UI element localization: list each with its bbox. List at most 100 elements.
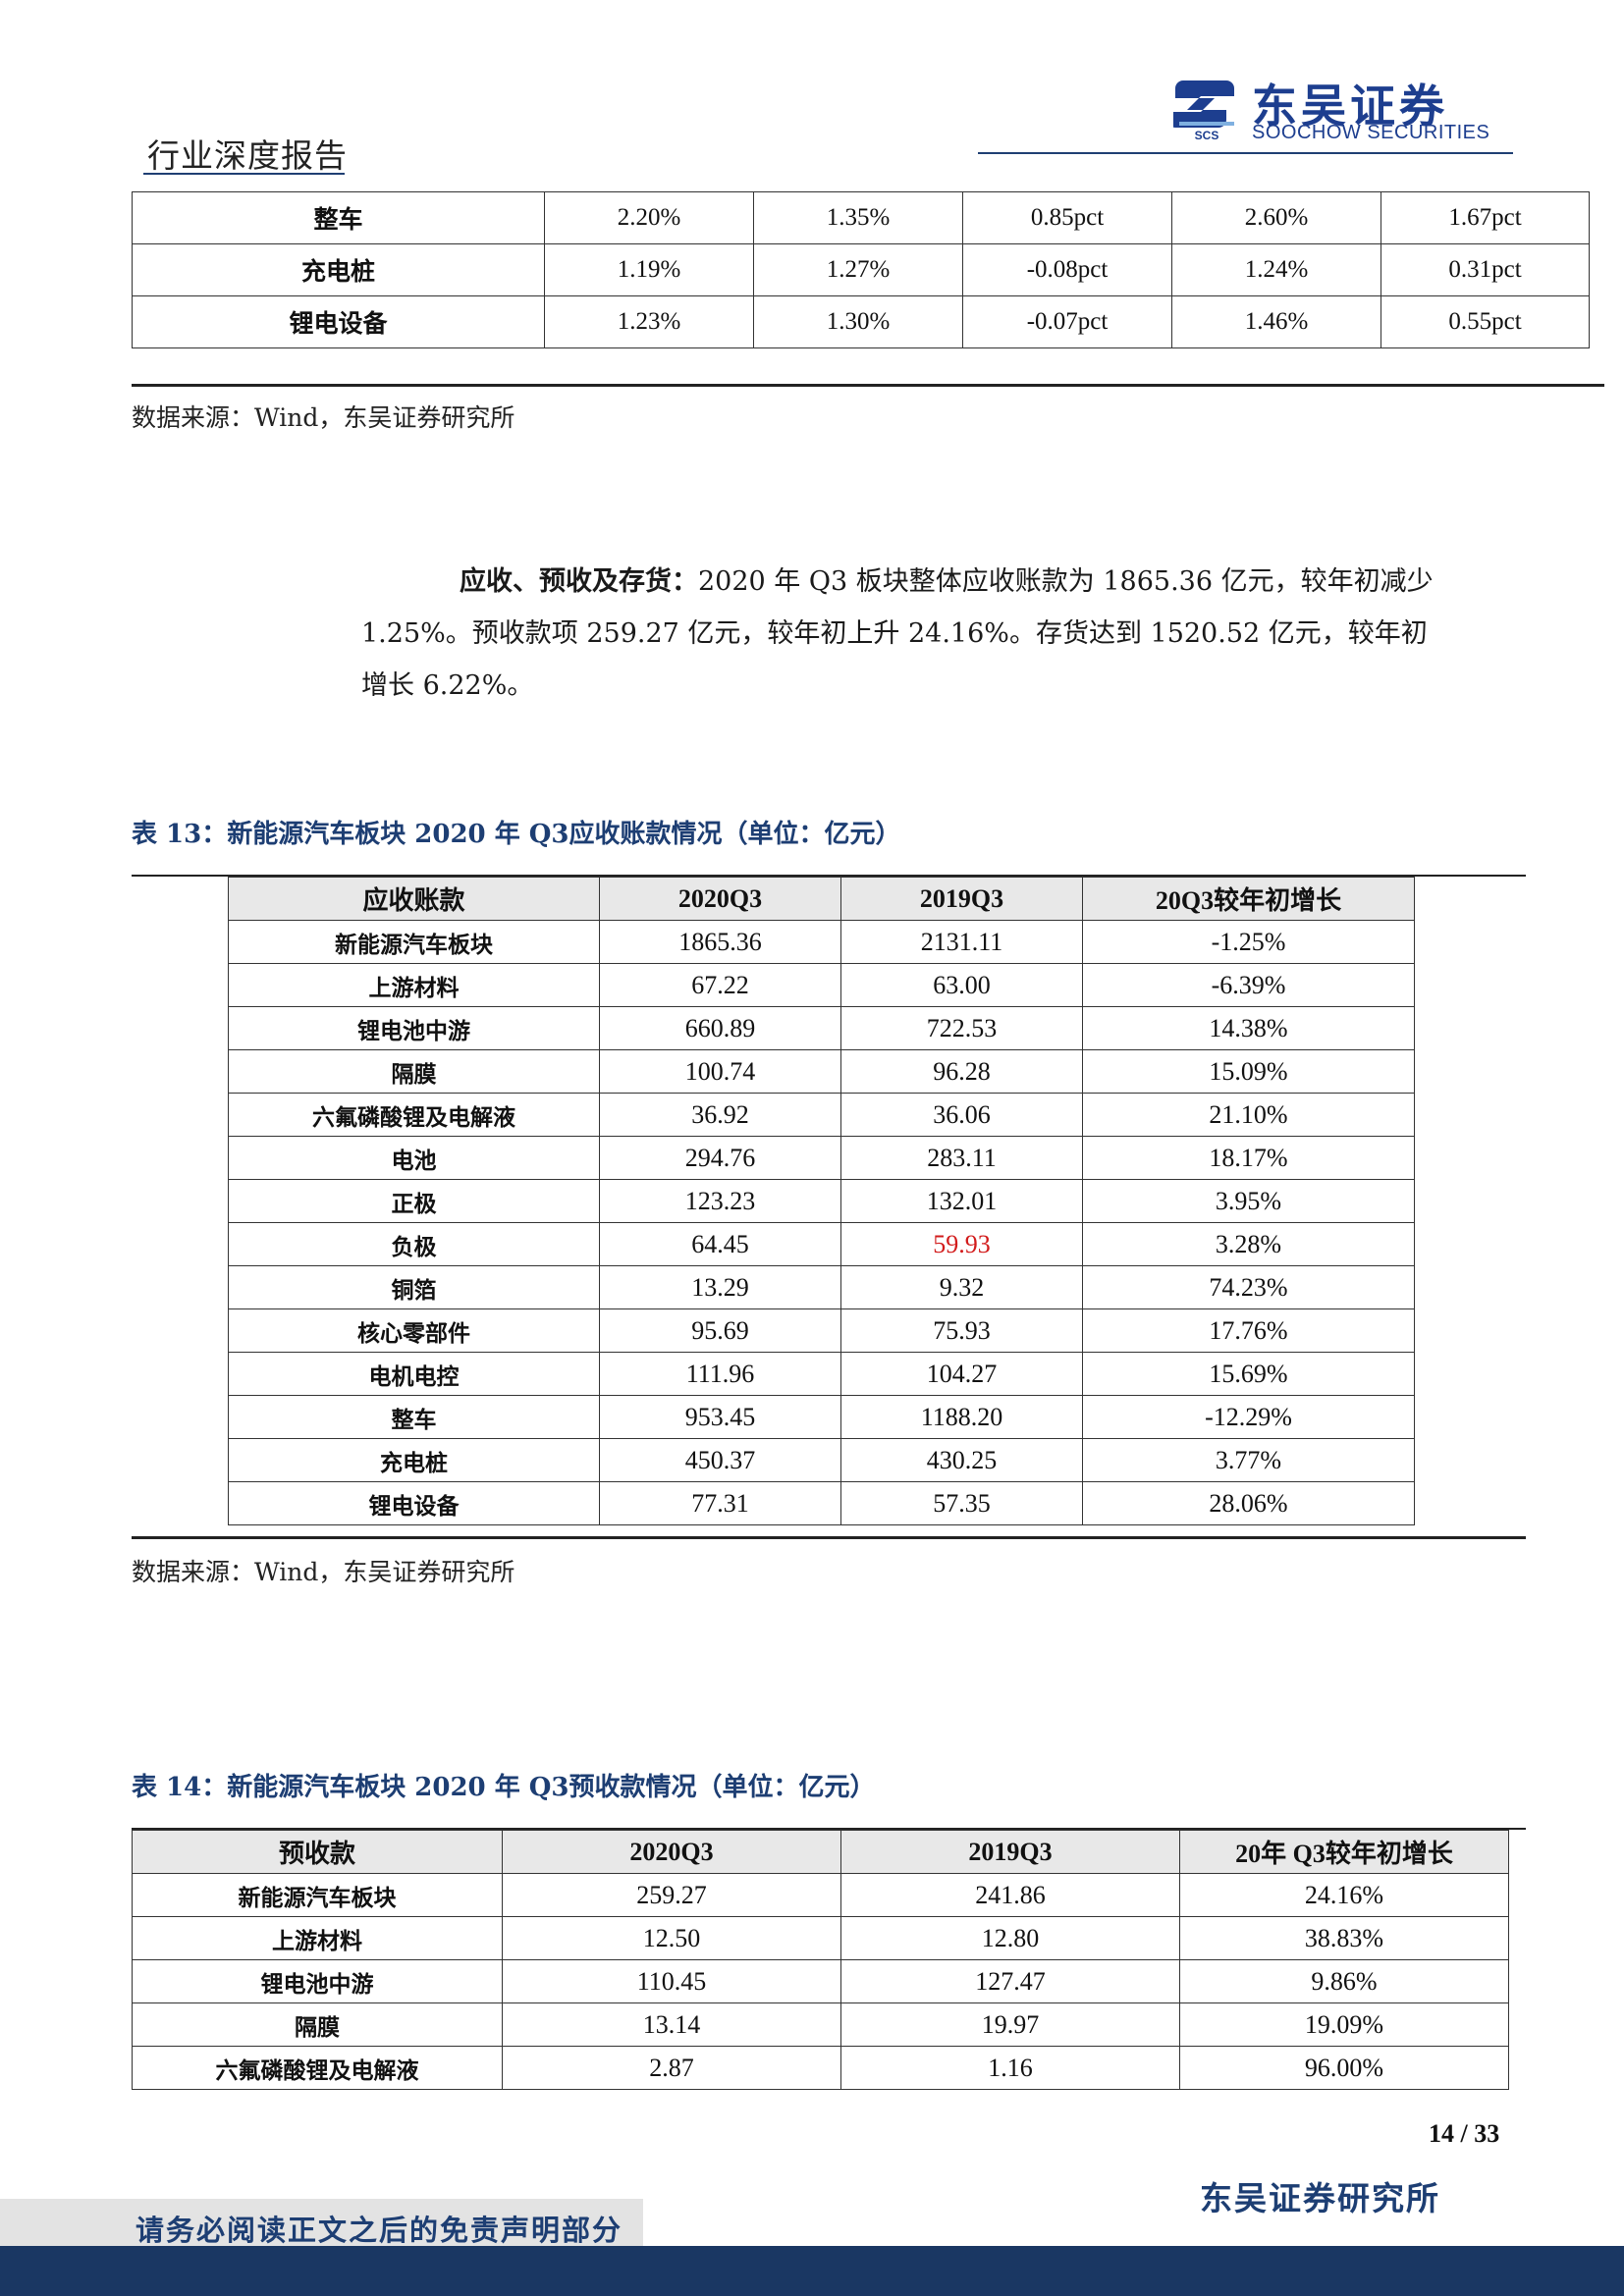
table-row: 充电桩 450.37 430.25 3.77%	[228, 1438, 1415, 1482]
row-label-cell: 充电桩	[132, 243, 545, 296]
row-label-cell: 锂电设备	[228, 1481, 600, 1525]
value-cell: 1.27%	[753, 243, 963, 296]
paragraph-line-3: 增长 6.22%。	[361, 670, 534, 701]
table-row: 充电桩 1.19% 1.27% -0.08pct 1.24% 0.31pct	[132, 243, 1590, 296]
table-row: 正极 123.23 132.01 3.95%	[228, 1179, 1415, 1223]
value-cell: 18.17%	[1082, 1136, 1415, 1180]
value-cell: 57.35	[840, 1481, 1083, 1525]
report-type: 行业深度报告	[147, 136, 348, 175]
value-cell: 2131.11	[840, 920, 1083, 964]
value-cell: -1.25%	[1082, 920, 1415, 964]
value-cell: 96.28	[840, 1049, 1083, 1094]
paragraph-line-1-text: 2020 年 Q3 板块整体应收账款为 1865.36 亿元，较年初减少	[698, 566, 1434, 597]
value-cell: 67.22	[599, 963, 841, 1007]
table-row: 锂电设备 77.31 57.35 28.06%	[228, 1481, 1415, 1525]
row-label-cell: 充电桩	[228, 1438, 600, 1482]
table-13-body: 新能源汽车板块 1865.36 2131.11 -1.25% 上游材料 67.22 63.0…	[228, 920, 1415, 1525]
value-cell: 63.00	[840, 963, 1083, 1007]
soochow-logo-icon: SCS	[1173, 80, 1234, 141]
value-cell: 259.27	[502, 1873, 841, 1917]
table-row: 核心零部件 95.69 75.93 17.76%	[228, 1308, 1415, 1353]
row-label-cell: 锂电设备	[132, 295, 545, 348]
value-cell: 1.23%	[544, 295, 754, 348]
value-cell: 111.96	[599, 1352, 841, 1396]
row-label-cell: 整车	[132, 191, 545, 244]
value-cell: -6.39%	[1082, 963, 1415, 1007]
table-14-body: 新能源汽车板块 259.27 241.86 24.16% 上游材料 12.50 12.80 3…	[132, 1873, 1509, 2090]
table-13-caption: 表 13：新能源汽车板块 2020 年 Q3应收账款情况（单位：亿元）	[132, 820, 901, 849]
value-cell: 15.69%	[1082, 1352, 1415, 1396]
value-cell: 95.69	[599, 1308, 841, 1353]
value-cell: 12.80	[840, 1916, 1180, 1960]
table-14: 预收款 2020Q3 2019Q3 20年 Q3较年初增长 新能源汽车板块 259.27…	[132, 1830, 1509, 2090]
logo-badge: SCS	[1195, 129, 1219, 141]
value-cell: 0.85pct	[962, 191, 1172, 244]
value-cell: 19.09%	[1179, 2002, 1509, 2047]
value-cell: 953.45	[599, 1395, 841, 1439]
value-cell: 19.97	[840, 2002, 1180, 2047]
value-cell: 64.45	[599, 1222, 841, 1266]
table-13: 应收账款 2020Q3 2019Q3 20Q3较年初增长 新能源汽车板块 1865.36…	[228, 877, 1415, 1525]
row-label-cell: 锂电池中游	[132, 1959, 503, 2003]
value-cell: 17.76%	[1082, 1308, 1415, 1353]
value-cell: 1188.20	[840, 1395, 1083, 1439]
value-cell: 1865.36	[599, 920, 841, 964]
row-label-cell: 六氟磷酸锂及电解液	[228, 1093, 600, 1137]
value-cell: 15.09%	[1082, 1049, 1415, 1094]
value-cell: 722.53	[840, 1006, 1083, 1050]
value-cell: 241.86	[840, 1873, 1180, 1917]
row-label-cell: 新能源汽车板块	[132, 1873, 503, 1917]
table-row: 隔膜 13.14 19.97 19.09%	[132, 2002, 1509, 2047]
footer-institute: 东吴证券研究所	[1200, 2179, 1440, 2217]
column-header: 2019Q3	[840, 1830, 1180, 1874]
table-row: 锂电池中游 660.89 722.53 14.38%	[228, 1006, 1415, 1050]
value-cell: 2.20%	[544, 191, 754, 244]
footer-bar	[0, 2246, 1624, 2296]
value-cell: 1.46%	[1171, 295, 1381, 348]
logo-chinese-name: 东吴证券	[1252, 80, 1448, 133]
table-row: 六氟磷酸锂及电解液 36.92 36.06 21.10%	[228, 1093, 1415, 1137]
value-cell: 13.29	[599, 1265, 841, 1309]
row-label-cell: 锂电池中游	[228, 1006, 600, 1050]
value-cell: 0.31pct	[1380, 243, 1590, 296]
header-rule	[978, 152, 1513, 154]
table-row: 上游材料 12.50 12.80 38.83%	[132, 1916, 1509, 1960]
paragraph-line-2: 1.25%。预收款项 259.27 亿元，较年初上升 24.16%。存货达到 1…	[361, 618, 1428, 649]
table-row: 新能源汽车板块 259.27 241.86 24.16%	[132, 1873, 1509, 1917]
value-cell: 1.35%	[753, 191, 963, 244]
table-row: 锂电池中游 110.45 127.47 9.86%	[132, 1959, 1509, 2003]
value-cell: 14.38%	[1082, 1006, 1415, 1050]
value-cell: 59.93	[840, 1222, 1083, 1266]
row-label-cell: 新能源汽车板块	[228, 920, 600, 964]
value-cell: 0.55pct	[1380, 295, 1590, 348]
column-header: 预收款	[132, 1830, 503, 1874]
table-row: 整车 2.20% 1.35% 0.85pct 2.60% 1.67pct	[132, 191, 1590, 244]
table-13-bottom-rule	[132, 1536, 1526, 1539]
row-label-cell: 电池	[228, 1136, 600, 1180]
row-label-cell: 铜箔	[228, 1265, 600, 1309]
column-header: 2020Q3	[599, 877, 841, 921]
value-cell: 75.93	[840, 1308, 1083, 1353]
value-cell: 38.83%	[1179, 1916, 1509, 1960]
value-cell: 1.24%	[1171, 243, 1381, 296]
row-label-cell: 上游材料	[132, 1916, 503, 1960]
value-cell: 660.89	[599, 1006, 841, 1050]
value-cell: 77.31	[599, 1481, 841, 1525]
value-cell: 123.23	[599, 1179, 841, 1223]
value-cell: 1.30%	[753, 295, 963, 348]
value-cell: 430.25	[840, 1438, 1083, 1482]
row-label-cell: 上游材料	[228, 963, 600, 1007]
value-cell: 13.14	[502, 2002, 841, 2047]
value-cell: 283.11	[840, 1136, 1083, 1180]
table-row: 电机电控 111.96 104.27 15.69%	[228, 1352, 1415, 1396]
table-14-top-rule	[132, 1828, 1526, 1830]
column-header: 20年 Q3较年初增长	[1179, 1830, 1509, 1874]
disclaimer-text: 请务必阅读正文之后的免责声明部分	[135, 2214, 623, 2247]
value-cell: 127.47	[840, 1959, 1180, 2003]
value-cell: 3.77%	[1082, 1438, 1415, 1482]
table-bottom-rule	[132, 384, 1604, 387]
table-row: 铜箔 13.29 9.32 74.23%	[228, 1265, 1415, 1309]
row-label-cell: 正极	[228, 1179, 600, 1223]
value-cell: 3.28%	[1082, 1222, 1415, 1266]
value-cell: 1.16	[840, 2046, 1180, 2090]
